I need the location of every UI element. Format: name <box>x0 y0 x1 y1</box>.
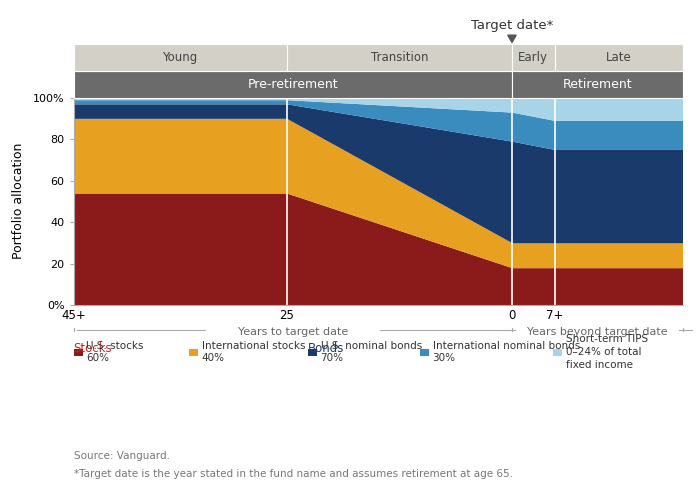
Text: Years beyond target date: Years beyond target date <box>527 327 668 337</box>
Text: Early: Early <box>518 51 548 64</box>
Text: Stocks: Stocks <box>74 342 112 355</box>
Text: Pre-retirement: Pre-retirement <box>247 78 338 91</box>
Text: International stocks
40%: International stocks 40% <box>202 341 305 364</box>
Y-axis label: Portfolio allocation: Portfolio allocation <box>11 143 25 260</box>
Text: *Target date is the year stated in the fund name and assumes retirement at age 6: *Target date is the year stated in the f… <box>74 469 512 479</box>
Text: Years to target date: Years to target date <box>237 327 348 337</box>
Text: Transition: Transition <box>370 51 428 64</box>
Text: Short-term TIPS
0–24% of total
fixed income: Short-term TIPS 0–24% of total fixed inc… <box>566 334 648 370</box>
Text: Bonds: Bonds <box>308 342 344 355</box>
Text: U.S. stocks
60%: U.S. stocks 60% <box>86 341 144 364</box>
Text: Source: Vanguard.: Source: Vanguard. <box>74 451 169 461</box>
Text: Target date*: Target date* <box>471 19 553 32</box>
Text: Retirement: Retirement <box>562 78 632 91</box>
Text: Young: Young <box>162 51 197 64</box>
Text: International nominal bonds
30%: International nominal bonds 30% <box>433 341 580 364</box>
Text: Late: Late <box>606 51 631 64</box>
Text: U.S. nominal bonds
70%: U.S. nominal bonds 70% <box>321 341 422 364</box>
